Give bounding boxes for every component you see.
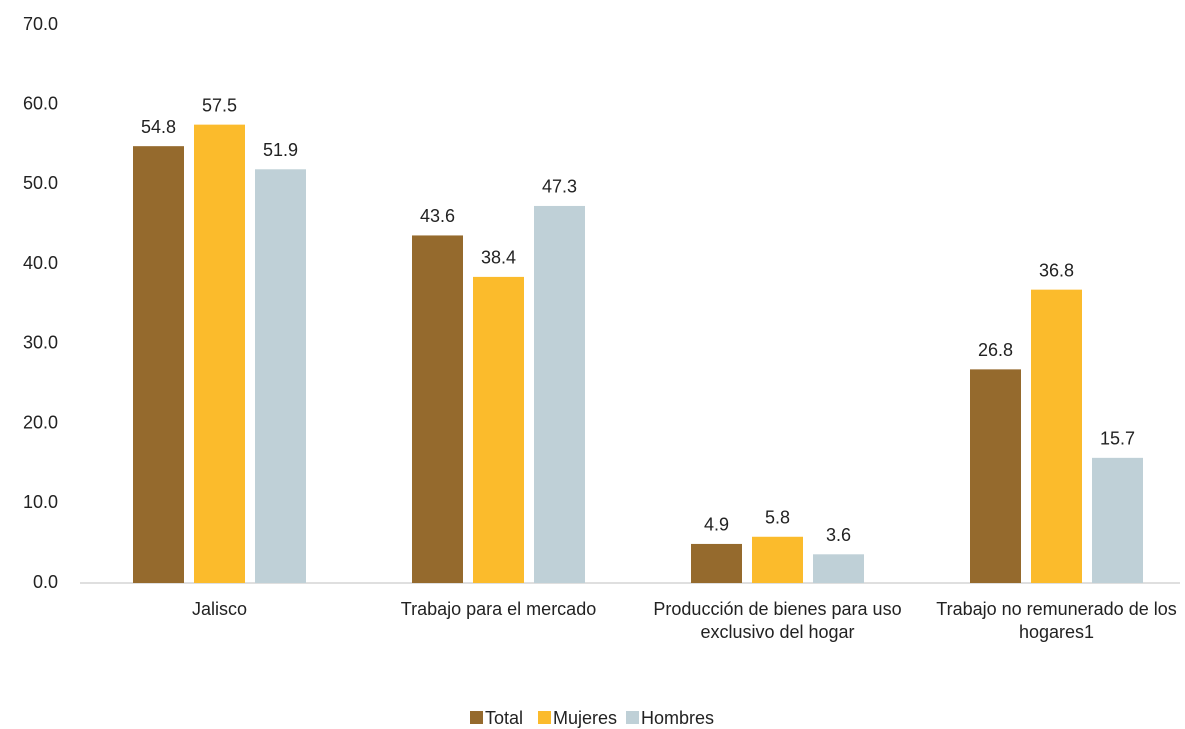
legend-label: Hombres bbox=[641, 708, 714, 728]
bar bbox=[1031, 289, 1082, 583]
legend-swatch bbox=[538, 711, 551, 724]
y-tick-label: 70.0 bbox=[23, 14, 58, 34]
data-label: 3.6 bbox=[826, 525, 851, 545]
legend-swatch bbox=[626, 711, 639, 724]
bar bbox=[970, 369, 1021, 583]
data-label: 57.5 bbox=[202, 95, 237, 115]
y-tick-label: 30.0 bbox=[23, 333, 58, 353]
data-label: 5.8 bbox=[765, 508, 790, 528]
bar bbox=[473, 276, 524, 583]
y-tick-label: 10.0 bbox=[23, 492, 58, 512]
bar bbox=[534, 205, 585, 584]
data-label: 36.8 bbox=[1039, 260, 1074, 280]
bar bbox=[255, 169, 306, 584]
x-tick-label: Trabajo para el mercado bbox=[400, 599, 597, 619]
legend-swatch bbox=[470, 711, 483, 724]
data-label: 47.3 bbox=[542, 177, 577, 197]
y-tick-label: 20.0 bbox=[23, 412, 58, 432]
y-tick-label: 0.0 bbox=[33, 572, 58, 592]
data-label: 15.7 bbox=[1100, 429, 1135, 449]
bar bbox=[752, 536, 803, 583]
x-tick-label: Trabajo no remunerado de los hogares1 bbox=[936, 599, 1177, 642]
bar bbox=[691, 543, 742, 583]
bar bbox=[412, 235, 463, 583]
y-tick-label: 60.0 bbox=[23, 93, 58, 113]
bar bbox=[813, 554, 864, 583]
data-label: 38.4 bbox=[481, 248, 516, 268]
bar bbox=[1092, 457, 1143, 583]
legend-label: Total bbox=[485, 708, 523, 728]
x-tick-label: Producción de bienes para uso exclusivo … bbox=[653, 599, 902, 642]
x-tick-label: Jalisco bbox=[191, 599, 248, 619]
data-label: 4.9 bbox=[704, 515, 729, 535]
legend-label: Mujeres bbox=[553, 708, 617, 728]
data-label: 54.8 bbox=[141, 117, 176, 137]
y-tick-label: 50.0 bbox=[23, 173, 58, 193]
data-label: 51.9 bbox=[263, 140, 298, 160]
bar bbox=[133, 146, 184, 583]
data-label: 43.6 bbox=[420, 206, 455, 226]
y-tick-label: 40.0 bbox=[23, 253, 58, 273]
bar bbox=[194, 124, 245, 584]
data-label: 26.8 bbox=[978, 340, 1013, 360]
